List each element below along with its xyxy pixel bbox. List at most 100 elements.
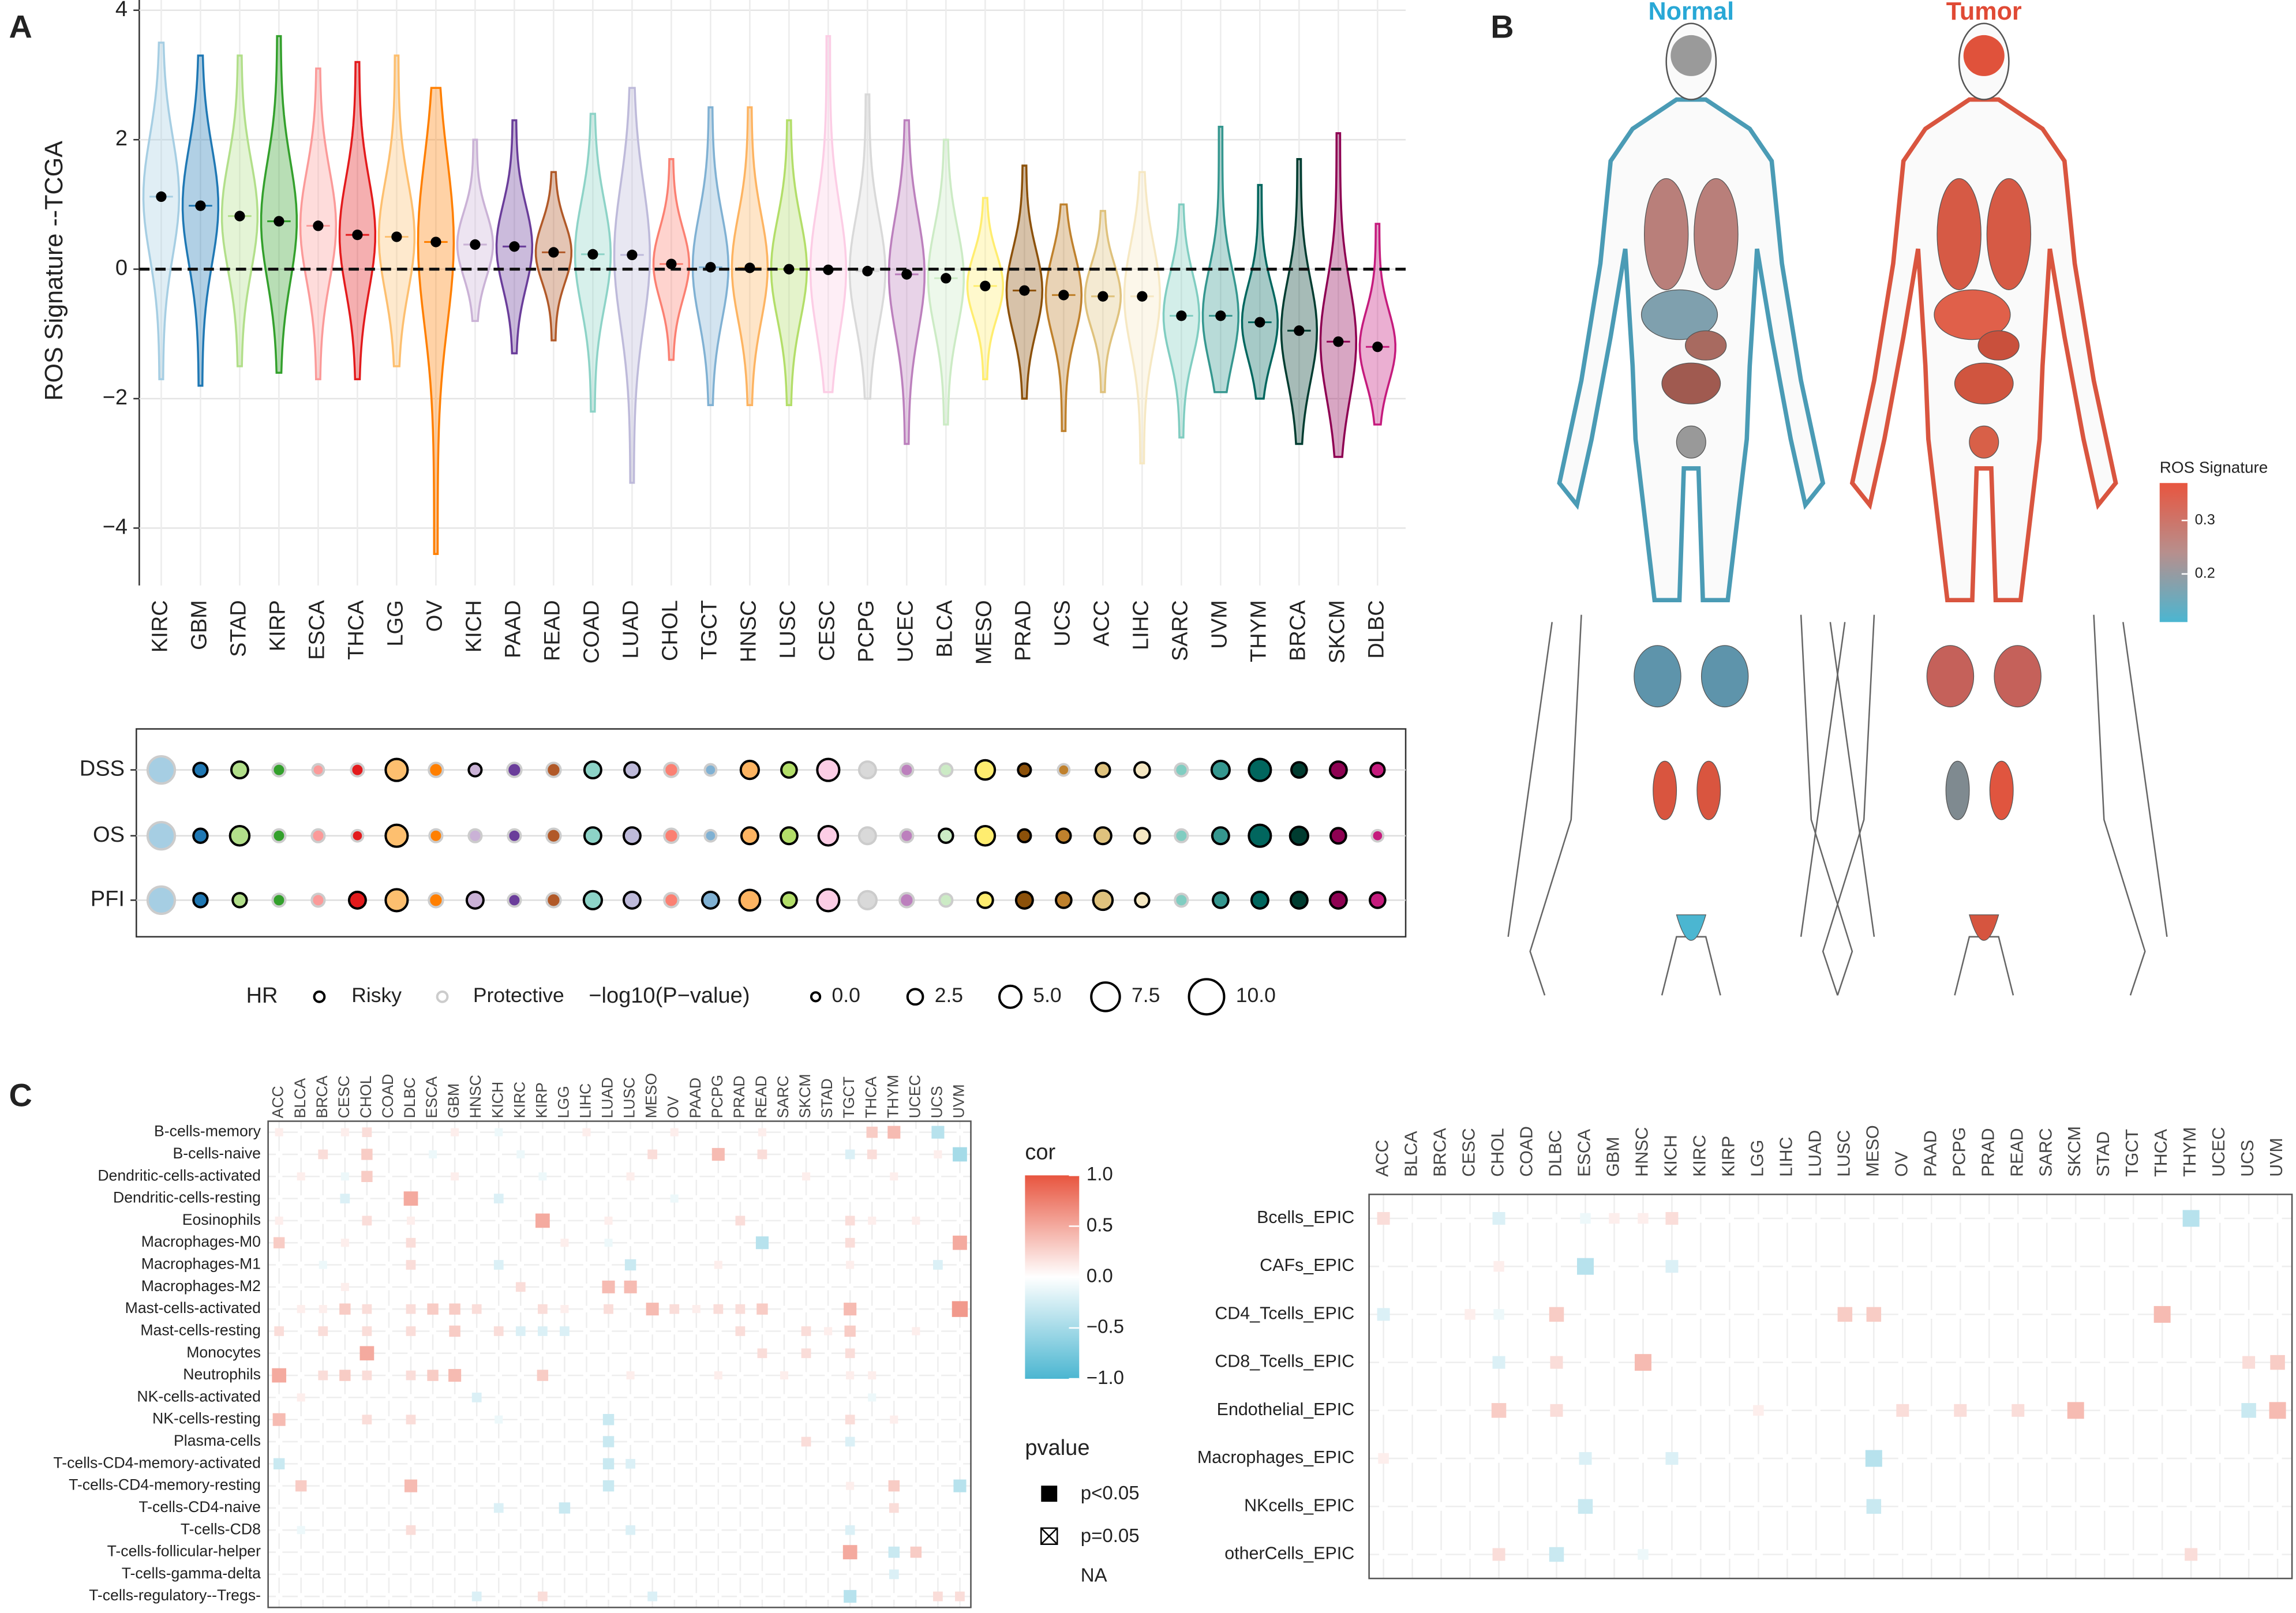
dot — [1092, 889, 1114, 911]
heat-cell — [912, 1306, 920, 1312]
heat-cell — [912, 1394, 920, 1401]
heat-cell — [605, 1372, 612, 1379]
heat-cell — [847, 1571, 853, 1578]
heat-cell — [559, 1502, 571, 1514]
heat-cell — [1466, 1406, 1475, 1415]
heat-cell — [451, 1261, 458, 1269]
heat-cell — [671, 1239, 678, 1246]
dot — [1133, 761, 1151, 779]
heat-cell — [1782, 1262, 1792, 1271]
heat-cell — [517, 1438, 525, 1445]
heat-cell — [298, 1284, 305, 1291]
heat-cell — [537, 1370, 549, 1381]
heat-cell — [275, 1571, 283, 1578]
column-label: GBM — [1604, 1137, 1623, 1177]
column-label: LIHC — [1776, 1137, 1796, 1177]
heat-cell — [671, 1460, 678, 1468]
dot — [738, 888, 762, 912]
y-axis-title: ROS Signature --TCGA — [40, 141, 68, 401]
heat-cell — [912, 1460, 920, 1468]
heat-cell — [693, 1548, 700, 1556]
heat-cell — [385, 1438, 392, 1445]
heat-cell — [539, 1239, 546, 1246]
heat-cell — [517, 1372, 525, 1379]
heat-cell — [1898, 1550, 1907, 1559]
violin — [1123, 171, 1162, 464]
column-label: THCA — [862, 1076, 879, 1119]
heat-cell — [298, 1438, 305, 1445]
heat-cell — [1492, 1356, 1505, 1369]
heat-cell — [887, 1126, 901, 1139]
heat-cell — [649, 1505, 656, 1511]
heat-cell — [1408, 1454, 1417, 1463]
heat-cell — [825, 1195, 831, 1202]
heat-cell — [583, 1350, 590, 1357]
dot — [507, 828, 522, 843]
heat-cell — [934, 1173, 942, 1180]
heat-cell — [471, 1591, 482, 1601]
heat-cell — [473, 1173, 480, 1180]
heat-cell — [364, 1505, 370, 1511]
heat-cell — [298, 1350, 305, 1357]
heat-cell — [561, 1526, 568, 1533]
heat-cell — [715, 1217, 722, 1224]
heat-cell — [2071, 1214, 2080, 1223]
heat-cell — [693, 1217, 700, 1224]
organ — [1653, 760, 1677, 820]
heat-cell — [1379, 1358, 1388, 1367]
heat-cell — [342, 1548, 349, 1556]
heat-cell — [693, 1571, 700, 1578]
heat-cell — [627, 1350, 634, 1357]
dot — [545, 892, 562, 909]
heat-cell — [320, 1526, 327, 1533]
heat-cell — [517, 1460, 525, 1468]
heat-cell — [781, 1327, 788, 1335]
heat-cell — [2273, 1502, 2282, 1511]
heat-cell — [693, 1460, 700, 1468]
heat-cell — [735, 1304, 746, 1314]
heat-cell — [825, 1571, 831, 1578]
heat-cell — [385, 1239, 392, 1246]
heat-cell — [649, 1195, 656, 1202]
dot — [428, 892, 444, 909]
legend-title: pvalue — [1025, 1436, 1089, 1460]
heat-cell — [803, 1548, 810, 1556]
heat-cell — [737, 1151, 744, 1158]
row-label: Mast-cells-activated — [125, 1299, 261, 1316]
heat-cell — [671, 1217, 678, 1224]
heat-cell — [320, 1195, 327, 1202]
heat-cell — [1840, 1406, 1849, 1415]
heat-cell — [934, 1239, 942, 1246]
heat-cell — [626, 1371, 635, 1380]
heat-cell — [2071, 1358, 2080, 1367]
heat-cell — [649, 1372, 656, 1379]
heat-cell — [429, 1239, 436, 1246]
panel-label: C — [9, 1077, 32, 1113]
heat-cell — [737, 1284, 744, 1291]
heat-cell — [538, 1172, 547, 1181]
heat-cell — [1493, 1309, 1504, 1320]
column-label: CHOL — [357, 1075, 374, 1118]
legend-label: 5.0 — [1033, 984, 1061, 1007]
heat-cell — [868, 1261, 875, 1269]
heat-cell — [493, 1503, 504, 1513]
heat-cell — [1754, 1454, 1763, 1463]
heat-cell — [429, 1284, 436, 1291]
heat-cell — [649, 1173, 656, 1180]
legend-key — [313, 990, 326, 1003]
heat-cell — [342, 1571, 349, 1578]
heat-cell — [781, 1394, 788, 1401]
heat-cell — [1898, 1358, 1907, 1367]
heat-cell — [627, 1128, 634, 1136]
heat-cell — [320, 1505, 327, 1511]
heat-cell — [847, 1505, 853, 1511]
heat-cell — [1898, 1214, 1907, 1223]
mean-point — [1254, 317, 1265, 328]
heat-cell — [759, 1173, 766, 1180]
heat-cell — [473, 1217, 480, 1224]
heat-cell — [846, 1371, 855, 1380]
heat-cell — [605, 1195, 612, 1202]
organ — [1969, 425, 1999, 459]
heat-cell — [2215, 1550, 2224, 1559]
heat-cell — [1696, 1214, 1705, 1223]
